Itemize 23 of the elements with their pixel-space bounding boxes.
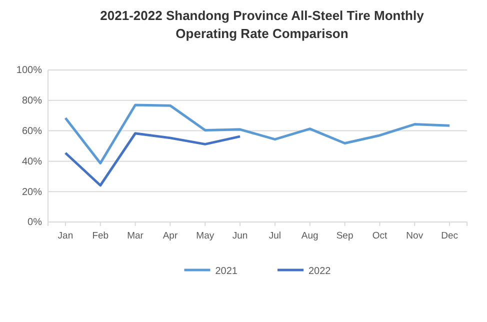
x-tick-label: Aug	[301, 230, 318, 242]
x-tick-label: May	[196, 230, 214, 242]
x-tick-label: Sep	[336, 230, 354, 242]
legend-label: 2021	[215, 266, 238, 277]
y-tick-label: 20%	[22, 186, 42, 198]
x-tick-label: Jan	[58, 230, 74, 242]
x-tick-label: Mar	[127, 230, 144, 242]
y-tick-label: 0%	[28, 217, 42, 228]
line-series	[64, 132, 242, 187]
x-tick-label: Nov	[406, 230, 424, 242]
x-tick-label: Jun	[232, 230, 248, 242]
chart-title: 2021-2022 Shandong Province All-Steel Tire Monthly Operating Rate Comparison	[100, 8, 425, 41]
x-tick-label: Jul	[268, 230, 282, 242]
y-tick-label: 80%	[22, 96, 42, 107]
x-tick-label: Oct	[372, 230, 388, 242]
x-tick-label: Dec	[441, 230, 458, 242]
x-tick-label: Apr	[162, 230, 178, 242]
y-tick-label: 100%	[16, 65, 42, 76]
y-tick-label: 60%	[22, 126, 42, 137]
legend-label: 2022	[308, 266, 332, 277]
y-tick-label: 40%	[22, 156, 42, 168]
line-series	[64, 104, 451, 164]
x-tick-label: Feb	[92, 230, 109, 242]
